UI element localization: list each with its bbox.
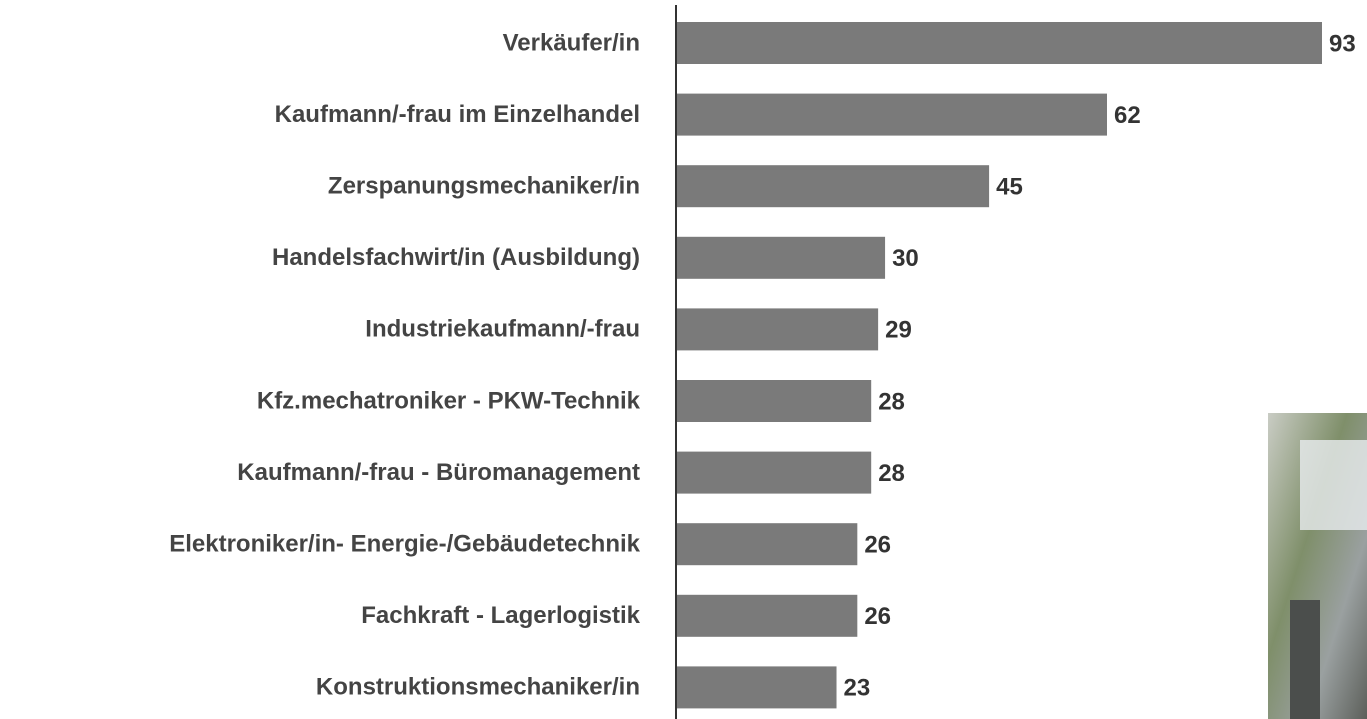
bar — [677, 308, 878, 350]
value-label: 93 — [1329, 30, 1356, 57]
category-label: Kfz.mechatroniker - PKW-Technik — [257, 387, 641, 414]
category-label: Kaufmann/-frau im Einzelhandel — [275, 101, 640, 128]
value-label: 23 — [844, 675, 871, 702]
value-label: 30 — [892, 245, 919, 272]
category-label: Zerspanungsmechaniker/in — [328, 173, 640, 200]
value-label: 26 — [864, 603, 891, 630]
bar — [677, 523, 857, 565]
bar — [677, 666, 837, 708]
bar — [677, 22, 1322, 64]
bar — [677, 380, 871, 422]
page: {"chart_data": {"type": "bar", "orientat… — [0, 0, 1367, 719]
category-label: Verkäufer/in — [503, 29, 640, 56]
bar — [677, 595, 857, 637]
bar — [677, 452, 871, 494]
bar — [677, 94, 1107, 136]
category-label: Kaufmann/-frau - Büromanagement — [237, 459, 640, 486]
photo-detail — [1290, 600, 1320, 719]
category-label: Elektroniker/in- Energie-/Gebäudetechnik — [169, 531, 640, 558]
category-label: Fachkraft - Lagerlogistik — [361, 602, 640, 629]
bar — [677, 165, 989, 207]
chart: Verkäufer/in 93 Kaufmann/-frau im Einzelha… — [0, 0, 1367, 719]
photo-detail — [1300, 440, 1367, 530]
bar — [677, 237, 885, 279]
value-label: 45 — [996, 174, 1023, 201]
category-label: Industriekaufmann/-frau — [365, 316, 640, 343]
value-label: 26 — [864, 532, 891, 559]
value-label: 28 — [878, 388, 905, 415]
value-label: 62 — [1114, 102, 1141, 129]
category-label: Konstruktionsmechaniker/in — [316, 674, 640, 701]
value-label: 29 — [885, 317, 912, 344]
category-label: Handelsfachwirt/in (Ausbildung) — [272, 244, 640, 271]
value-label: 28 — [878, 460, 905, 487]
